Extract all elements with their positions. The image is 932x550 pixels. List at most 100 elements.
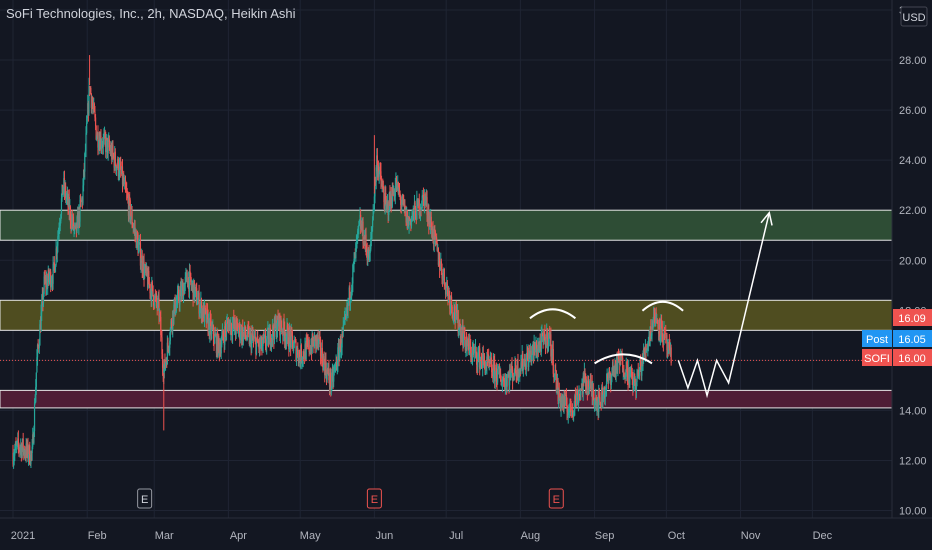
- candle-body: [374, 179, 376, 197]
- candle-body: [283, 319, 285, 330]
- candle-body: [125, 187, 127, 191]
- earnings-marker[interactable]: [137, 488, 153, 509]
- candle-body: [592, 389, 594, 398]
- candle-body: [489, 359, 492, 364]
- candle-body: [426, 197, 428, 215]
- candle-body: [257, 342, 259, 344]
- candle-body: [330, 388, 332, 390]
- candle-body: [57, 231, 60, 237]
- candle-body: [607, 375, 609, 379]
- candle-body: [149, 284, 151, 294]
- candle-body: [599, 397, 601, 402]
- candle-body: [602, 401, 604, 403]
- candle-body: [552, 349, 554, 374]
- earnings-marker[interactable]: [366, 488, 382, 509]
- candle-body: [214, 333, 216, 336]
- candle-body: [331, 371, 333, 389]
- candle-body: [568, 405, 571, 411]
- candle-body: [151, 282, 153, 301]
- candle-body: [522, 353, 524, 371]
- candle-body: [40, 312, 42, 332]
- candle-body: [475, 347, 477, 353]
- candle-body: [494, 371, 496, 382]
- price-axis[interactable]: [892, 0, 932, 550]
- candle-body: [610, 374, 612, 385]
- candle-body: [351, 283, 353, 290]
- candle-body: [139, 242, 142, 266]
- candle-body: [453, 306, 456, 317]
- y-tick-label: 20.00: [899, 255, 927, 267]
- candle-body: [595, 397, 597, 409]
- candle-body: [400, 204, 402, 206]
- candle-body: [273, 317, 276, 341]
- candle-body: [404, 204, 406, 210]
- candle-body: [386, 202, 388, 207]
- candle-body: [366, 250, 368, 260]
- candle-body: [464, 327, 466, 340]
- candle-body: [611, 367, 614, 375]
- candle-body: [263, 335, 265, 339]
- candle-body: [414, 202, 416, 209]
- candle-body: [347, 301, 349, 311]
- candle-body: [328, 368, 330, 381]
- candle-body: [298, 351, 301, 357]
- candle-body: [286, 325, 288, 337]
- candle-body: [199, 305, 201, 311]
- candle-body: [318, 339, 320, 345]
- candle-body: [209, 317, 211, 336]
- candle-body: [94, 111, 96, 118]
- candle-body: [469, 341, 471, 346]
- candle-body: [158, 298, 160, 317]
- candle-body: [321, 347, 323, 364]
- candle-body: [43, 276, 45, 294]
- candle-body: [38, 345, 40, 348]
- candle-body: [224, 326, 226, 345]
- candle-body: [65, 197, 67, 199]
- candle-body: [536, 353, 538, 356]
- candle-body: [598, 391, 600, 412]
- candle-body: [449, 295, 451, 309]
- candle-body: [22, 438, 24, 453]
- candle-body: [668, 341, 670, 348]
- candle-body: [617, 355, 619, 370]
- candle-body: [86, 117, 88, 123]
- candle-body: [132, 226, 134, 229]
- candle-body: [348, 301, 350, 303]
- x-tick-label: Apr: [230, 530, 247, 542]
- candle-body: [434, 228, 436, 232]
- candle-body: [206, 310, 208, 323]
- candle-body: [402, 196, 404, 199]
- candle-body: [12, 458, 15, 465]
- x-tick-label: Mar: [155, 530, 174, 542]
- candle-body: [337, 347, 339, 367]
- candle-body: [270, 345, 272, 347]
- currency-badge[interactable]: [900, 6, 928, 27]
- candle-body: [261, 346, 264, 351]
- earnings-marker-label: E: [371, 494, 378, 506]
- candle-body: [524, 359, 526, 369]
- candle-body: [384, 192, 386, 211]
- candle-body: [14, 450, 16, 456]
- candle-body: [59, 225, 61, 230]
- candle-body: [244, 325, 246, 336]
- candle-body: [541, 332, 544, 336]
- candle-body: [615, 365, 617, 378]
- candle-body: [670, 347, 672, 363]
- candle-body: [546, 329, 548, 348]
- candle-body: [297, 348, 299, 358]
- candle-body: [545, 338, 547, 349]
- earnings-marker[interactable]: [548, 488, 564, 509]
- candle-body: [266, 329, 268, 339]
- candle-body: [373, 196, 375, 210]
- candle-body: [340, 347, 343, 352]
- candle-body: [275, 320, 277, 337]
- candle-body: [261, 336, 263, 351]
- candle-body: [27, 443, 29, 459]
- candle-body: [266, 338, 268, 347]
- candle-body: [573, 412, 575, 414]
- candle-body: [230, 323, 232, 332]
- time-axis[interactable]: [0, 518, 932, 550]
- candle-body: [663, 328, 666, 334]
- candle-body: [419, 208, 422, 214]
